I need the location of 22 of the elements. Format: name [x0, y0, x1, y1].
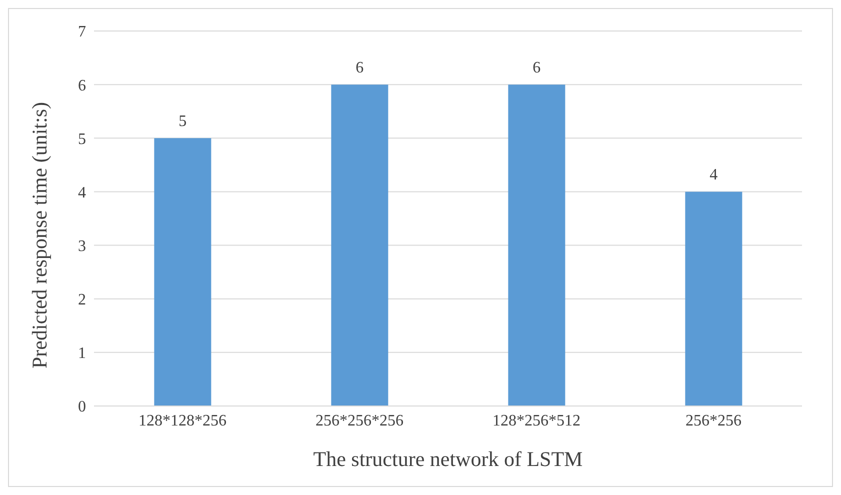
data-label: 4 [710, 166, 718, 184]
data-label: 6 [532, 60, 541, 77]
y-tick-label: 4 [78, 184, 86, 202]
y-tick-label: 2 [78, 292, 86, 309]
y-tick-label: 7 [78, 24, 86, 41]
x-axis-title: The structure network of LSTM [313, 447, 584, 471]
data-label: 5 [178, 113, 187, 130]
x-tick-label: 128*256*512 [492, 412, 580, 430]
bar [508, 84, 566, 406]
x-tick-label: 256*256 [686, 412, 742, 430]
data-label: 6 [356, 60, 364, 77]
x-tick-label: 128*128*256 [138, 412, 226, 430]
y-tick-label: 3 [78, 238, 86, 255]
bar [331, 84, 388, 406]
y-tick-label: 5 [78, 130, 86, 148]
bar [154, 138, 212, 406]
y-tick-label: 6 [78, 77, 86, 94]
bar [685, 192, 742, 406]
y-tick-label: 0 [78, 398, 86, 416]
y-axis-title: Predicted response time (unit:s) [27, 102, 52, 368]
y-tick-label: 1 [78, 345, 86, 362]
x-tick-label: 256*256*256 [316, 412, 404, 430]
